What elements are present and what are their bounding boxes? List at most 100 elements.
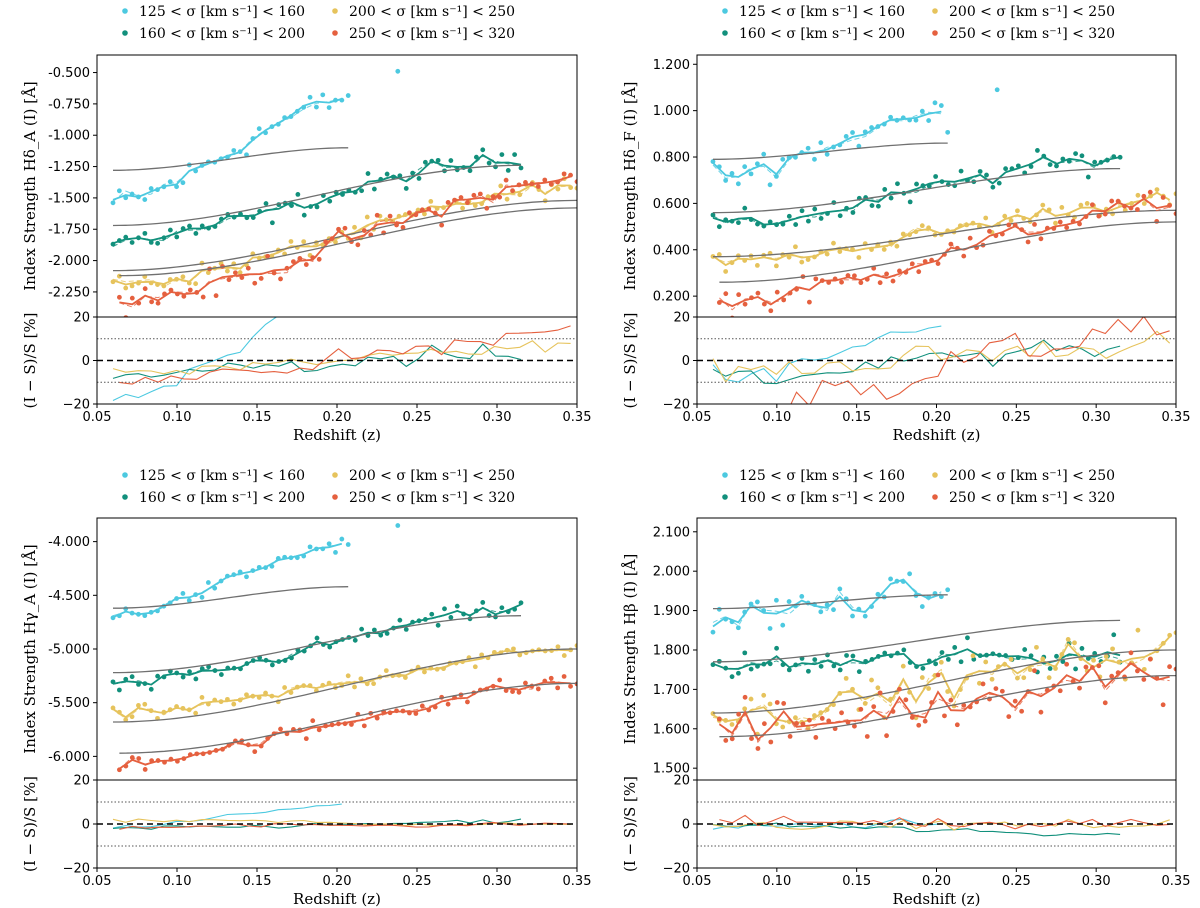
legend-label-4: 250 < σ [km s⁻¹] < 320 bbox=[349, 490, 515, 506]
data-point-3 bbox=[498, 183, 504, 189]
data-point-4 bbox=[1096, 663, 1102, 669]
data-point-2 bbox=[831, 663, 837, 669]
data-point-4 bbox=[980, 681, 986, 687]
residual-plot-area bbox=[112, 317, 571, 401]
data-point-4 bbox=[477, 191, 483, 197]
x-tick-label: 0.35 bbox=[563, 874, 592, 889]
model-curve-1 bbox=[113, 147, 349, 171]
data-point-1 bbox=[116, 188, 122, 194]
data-point-3 bbox=[748, 696, 754, 702]
data-point-3 bbox=[193, 710, 199, 716]
y-tick-label: -5.500 bbox=[48, 696, 90, 711]
x-tick-label: 0.25 bbox=[1002, 410, 1031, 425]
data-point-2 bbox=[920, 665, 926, 671]
data-point-3 bbox=[123, 285, 129, 291]
data-point-1 bbox=[818, 140, 824, 146]
data-point-4 bbox=[407, 210, 412, 216]
y-tick-label: -1.000 bbox=[48, 129, 90, 144]
model-curve-3 bbox=[713, 209, 1176, 258]
data-point-4 bbox=[355, 242, 361, 248]
data-point-4 bbox=[858, 706, 864, 712]
data-point-2 bbox=[977, 169, 983, 174]
data-point-3 bbox=[1103, 654, 1109, 659]
data-point-4 bbox=[852, 273, 857, 279]
data-point-2 bbox=[486, 160, 492, 166]
data-point-4 bbox=[1064, 225, 1070, 230]
data-point-3 bbox=[1141, 666, 1147, 672]
data-point-1 bbox=[945, 587, 951, 593]
data-point-2 bbox=[952, 645, 958, 650]
data-point-1 bbox=[723, 178, 729, 183]
data-point-4 bbox=[890, 278, 896, 284]
data-point-4 bbox=[252, 749, 258, 755]
data-point-4 bbox=[278, 276, 283, 282]
x-tick-label: 0.30 bbox=[483, 410, 512, 425]
data-point-1 bbox=[256, 126, 262, 132]
data-point-4 bbox=[187, 287, 193, 293]
data-point-4 bbox=[858, 280, 864, 286]
data-point-1 bbox=[326, 541, 332, 547]
resid-y-tick-label: 0 bbox=[682, 354, 690, 369]
data-point-4 bbox=[310, 718, 316, 724]
data-point-4 bbox=[181, 293, 187, 299]
data-point-3 bbox=[574, 643, 577, 649]
data-point-3 bbox=[555, 186, 561, 192]
data-point-4 bbox=[503, 688, 509, 693]
data-point-4 bbox=[1128, 650, 1134, 656]
series-dashed-line-3 bbox=[712, 637, 1171, 725]
legend: 125 < σ [km s⁻¹] < 160 160 < σ [km s⁻¹] <… bbox=[122, 468, 515, 506]
data-point-2 bbox=[473, 154, 479, 160]
data-point-3 bbox=[773, 263, 779, 269]
data-point-3 bbox=[754, 262, 760, 268]
legend-marker-2 bbox=[722, 494, 728, 500]
legend-marker-3 bbox=[332, 472, 338, 478]
data-point-2 bbox=[850, 653, 856, 659]
data-point-3 bbox=[900, 663, 906, 669]
data-point-3 bbox=[761, 692, 767, 698]
data-point-2 bbox=[933, 174, 939, 179]
data-point-3 bbox=[1008, 218, 1014, 223]
data-point-1 bbox=[907, 571, 913, 577]
y-tick-label: -4.000 bbox=[48, 535, 90, 550]
data-point-4 bbox=[1102, 700, 1108, 706]
data-point-2 bbox=[123, 676, 129, 682]
data-point-3 bbox=[723, 269, 729, 274]
residual-axis-label: (I − S)/S [%] bbox=[621, 776, 639, 872]
data-point-2 bbox=[875, 203, 881, 209]
data-point-4 bbox=[465, 699, 470, 705]
data-point-2 bbox=[193, 676, 199, 682]
series-dashed-line-1 bbox=[712, 111, 942, 179]
series-line-4 bbox=[118, 681, 571, 770]
series-line-4 bbox=[718, 662, 1170, 742]
x-tick-label: 0.20 bbox=[922, 874, 951, 889]
data-point-4 bbox=[755, 290, 761, 296]
data-point-2 bbox=[844, 653, 849, 658]
x-tick-label: 0.35 bbox=[1162, 874, 1191, 889]
data-point-3 bbox=[555, 644, 561, 650]
x-tick-label: 0.15 bbox=[243, 410, 272, 425]
y-tick-label: 1.800 bbox=[653, 643, 690, 658]
residual-line-1 bbox=[712, 325, 942, 383]
y-tick-label: 0.200 bbox=[653, 290, 690, 305]
data-point-4 bbox=[149, 299, 155, 305]
model-curve-2 bbox=[712, 167, 1121, 214]
data-point-4 bbox=[1077, 221, 1082, 227]
data-point-1 bbox=[932, 100, 938, 106]
residual-line-3 bbox=[112, 340, 571, 375]
data-point-3 bbox=[142, 701, 148, 707]
data-point-3 bbox=[472, 203, 478, 209]
legend-marker-1 bbox=[122, 472, 128, 478]
data-point-4 bbox=[258, 276, 264, 281]
data-point-3 bbox=[1015, 208, 1020, 214]
data-point-2 bbox=[442, 606, 447, 612]
data-point-4 bbox=[1135, 207, 1140, 212]
data-point-3 bbox=[180, 274, 186, 280]
data-point-3 bbox=[767, 701, 773, 707]
data-point-3 bbox=[824, 251, 830, 257]
data-point-1 bbox=[710, 159, 716, 164]
data-point-1 bbox=[761, 151, 767, 157]
resid-y-tick-label: −20 bbox=[63, 398, 90, 413]
legend-marker-2 bbox=[122, 30, 128, 36]
series-dashed-line-1 bbox=[112, 543, 342, 617]
data-point-4 bbox=[884, 271, 889, 277]
